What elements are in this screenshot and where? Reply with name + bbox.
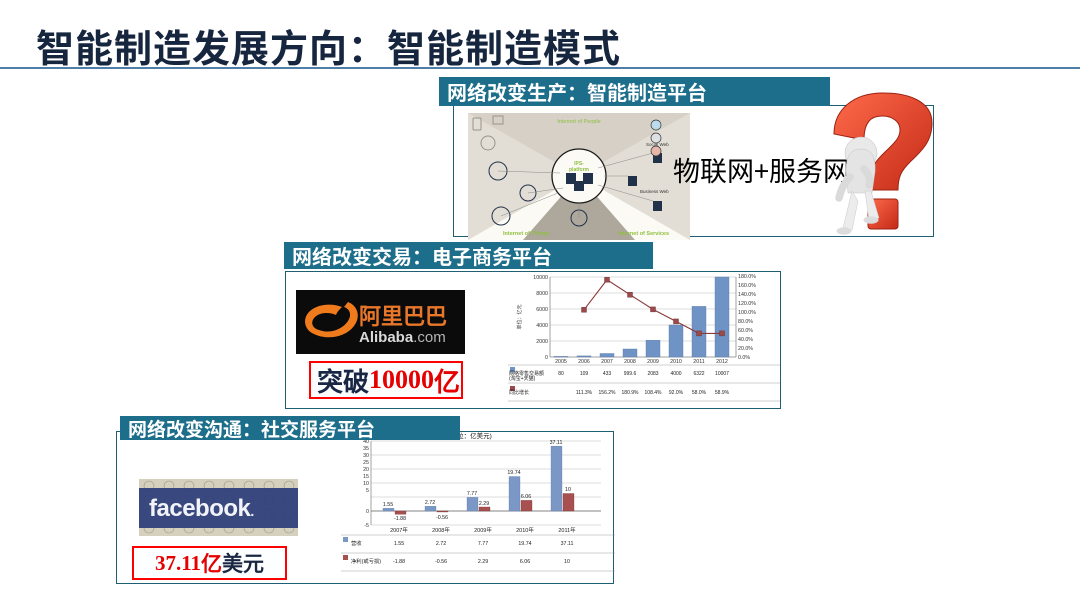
svg-text:净利(或亏损): 净利(或亏损) [351,557,381,565]
svg-text:25: 25 [363,460,369,466]
svg-text:433: 433 [603,371,612,377]
svg-text:19.74: 19.74 [507,470,520,476]
svg-text:8000: 8000 [536,291,548,297]
svg-text:37.11: 37.11 [561,541,574,547]
svg-text:2.29: 2.29 [479,501,489,507]
svg-text:20: 20 [363,467,369,473]
svg-text:2009年: 2009年 [474,526,492,534]
svg-text:Business Web: Business Web [640,189,669,194]
svg-text:2010年: 2010年 [516,526,534,534]
svg-text:-0.56: -0.56 [435,559,447,565]
svg-text:2083: 2083 [647,371,658,377]
svg-text:-5: -5 [364,523,369,529]
svg-text:19.74: 19.74 [518,541,531,547]
svg-text:37.11: 37.11 [550,440,563,446]
svg-text:2000: 2000 [536,339,548,345]
svg-text:80: 80 [558,371,564,377]
svg-text:2008: 2008 [624,359,636,365]
svg-text:营收: 营收 [351,539,362,547]
svg-text:6000: 6000 [536,307,548,313]
svg-text:7.77: 7.77 [478,541,488,547]
svg-text:阿里巴巴: 阿里巴巴 [359,304,447,329]
svg-text:92.0%: 92.0% [669,390,684,396]
svg-text:0: 0 [545,355,548,361]
svg-text:10: 10 [565,487,571,493]
svg-text:10: 10 [363,481,369,487]
svg-text:60.0%: 60.0% [738,328,753,334]
svg-text:120.0%: 120.0% [738,301,756,307]
svg-text:(淘宝+天猫): (淘宝+天猫) [509,375,536,382]
svg-text:2011: 2011 [693,359,704,365]
svg-text:80.0%: 80.0% [738,319,753,325]
svg-text:2.72: 2.72 [425,500,435,506]
svg-text:109: 109 [580,371,589,377]
svg-text:108.4%: 108.4% [645,390,663,396]
svg-text:10000: 10000 [533,275,548,281]
svg-text:180.9%: 180.9% [622,390,640,396]
svg-text:35: 35 [363,446,369,452]
svg-text:2.72: 2.72 [436,541,446,547]
svg-text:111.3%: 111.3% [576,390,593,396]
svg-text:6.06: 6.06 [520,559,530,565]
svg-text:180.0%: 180.0% [738,274,756,280]
svg-text:0: 0 [366,509,369,515]
svg-text:100.0%: 100.0% [738,310,756,316]
svg-text:Internet of Services: Internet of Services [618,231,669,237]
svg-text:2006: 2006 [578,359,590,365]
svg-text:160.0%: 160.0% [738,283,756,289]
svg-text:Internet of People: Internet of People [557,119,600,125]
svg-text:6322: 6322 [693,371,704,377]
svg-text:2005: 2005 [555,359,567,365]
svg-text:10: 10 [564,559,570,565]
svg-text:单位：亿元: 单位：亿元 [516,304,523,329]
svg-text:140.0%: 140.0% [738,292,756,298]
svg-text:10007: 10007 [715,371,729,377]
svg-text:15: 15 [363,474,369,480]
svg-text:4000: 4000 [536,323,548,329]
svg-text:2.29: 2.29 [478,559,488,565]
svg-text:facebook.: facebook. [149,495,254,522]
svg-text:30: 30 [363,453,369,459]
svg-text:5: 5 [366,488,369,494]
svg-text:platform: platform [569,167,590,173]
svg-text:2009: 2009 [647,359,659,365]
svg-text:-1.88: -1.88 [393,559,405,565]
svg-text:2012: 2012 [716,359,728,365]
svg-text:2010: 2010 [670,359,682,365]
svg-text:-0.56: -0.56 [436,515,448,521]
svg-text:58.9%: 58.9% [715,390,730,396]
svg-text:40.0%: 40.0% [738,337,753,343]
svg-text:156.2%: 156.2% [599,390,617,396]
svg-text:Internet of Things: Internet of Things [503,231,549,237]
svg-text:7.77: 7.77 [467,491,477,497]
svg-text:-1.88: -1.88 [394,516,406,522]
svg-text:4000: 4000 [670,371,681,377]
svg-text:2007: 2007 [601,359,613,365]
svg-text:2011年: 2011年 [558,526,576,534]
svg-text:2008年: 2008年 [432,526,450,534]
svg-text:999.6: 999.6 [624,371,637,377]
svg-text:0.0%: 0.0% [738,355,750,361]
svg-text:6.06: 6.06 [521,494,531,500]
svg-text:58.0%: 58.0% [692,390,707,396]
svg-text:1.55: 1.55 [394,541,404,547]
svg-text:同比增长: 同比增长 [509,389,529,396]
svg-text:20.0%: 20.0% [738,346,753,352]
svg-text:1.55: 1.55 [383,502,393,508]
svg-text:2007年: 2007年 [390,526,408,534]
svg-text:Alibaba.com: Alibaba.com [359,329,446,346]
